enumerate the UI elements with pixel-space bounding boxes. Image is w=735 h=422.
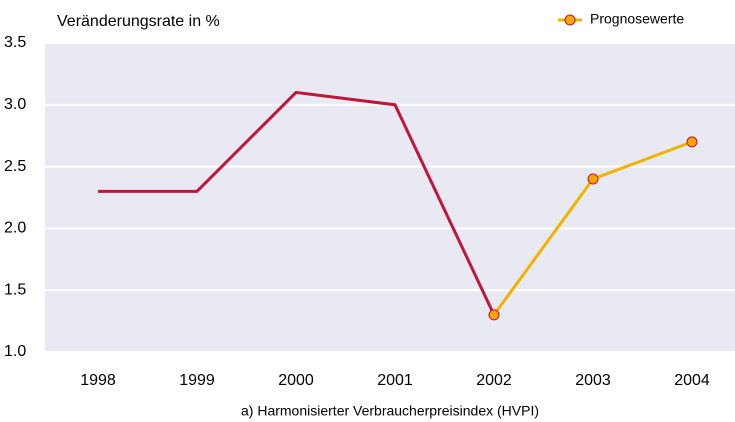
y-tick-label: 3.0: [4, 96, 26, 113]
marker: [488, 309, 500, 321]
y-axis-label: Veränderungsrate in %: [57, 13, 220, 30]
x-tick-label: 2000: [278, 372, 314, 389]
x-tick-label: 2001: [377, 372, 413, 389]
y-tick-label: 1.0: [4, 343, 26, 360]
x-axis-label: a) Harmonisierter Verbraucherpreisindex …: [241, 403, 539, 419]
y-tick-label: 2.0: [4, 220, 26, 237]
marker: [587, 173, 599, 185]
y-tick-label: 2.5: [4, 158, 26, 175]
legend-label: Prognosewerte: [590, 11, 684, 27]
x-tick-label: 1998: [80, 372, 116, 389]
marker: [686, 136, 698, 148]
series-line: [98, 90, 496, 316]
legend-marker: [564, 14, 576, 26]
x-tick-label: 2004: [674, 372, 710, 389]
x-tick-label: 1999: [179, 372, 215, 389]
x-tick-label: 2002: [476, 372, 512, 389]
x-tick-label: 2003: [575, 372, 611, 389]
plot-background: [45, 43, 735, 352]
y-tick-label: 3.5: [4, 34, 26, 51]
y-tick-label: 1.5: [4, 281, 26, 298]
